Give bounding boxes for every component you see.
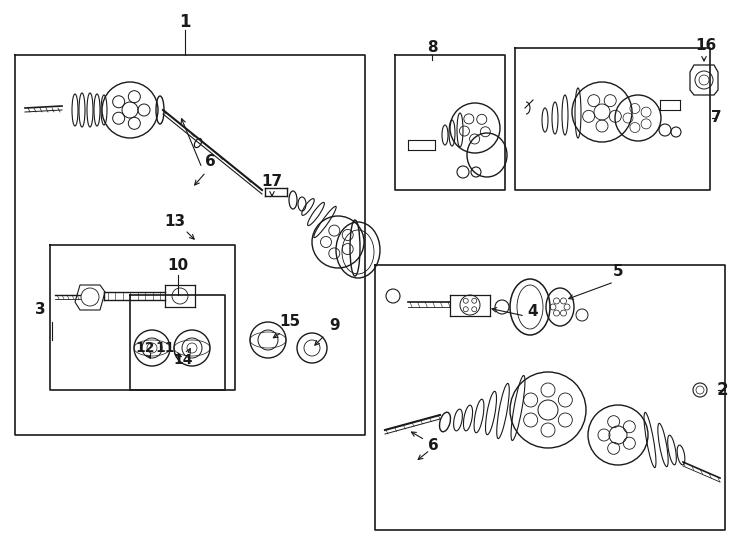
Text: 2: 2 — [716, 381, 728, 399]
Text: 7: 7 — [711, 111, 722, 125]
Text: 10: 10 — [167, 258, 189, 273]
Text: 12: 12 — [135, 341, 155, 355]
Text: 3: 3 — [34, 302, 46, 318]
Text: 6: 6 — [205, 154, 215, 170]
Text: 17: 17 — [261, 174, 283, 190]
Text: 16: 16 — [695, 37, 716, 52]
Text: 9: 9 — [330, 318, 341, 333]
Text: 13: 13 — [164, 214, 186, 230]
Text: 4: 4 — [528, 305, 538, 320]
Text: 14: 14 — [173, 353, 193, 367]
Text: 8: 8 — [426, 40, 437, 56]
Text: 1: 1 — [179, 13, 191, 31]
Text: 6: 6 — [428, 437, 438, 453]
Text: 5: 5 — [613, 265, 623, 280]
Text: 15: 15 — [280, 314, 300, 329]
Text: 11: 11 — [156, 341, 175, 355]
